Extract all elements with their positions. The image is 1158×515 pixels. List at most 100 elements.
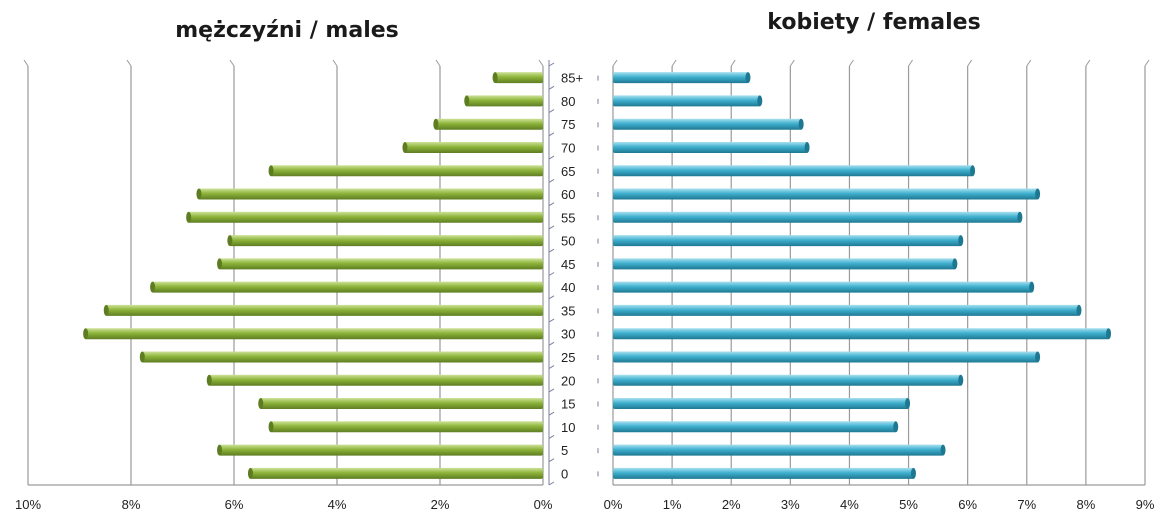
males-axis-tick	[548, 248, 555, 253]
females-x-tick-label: 0%	[604, 497, 623, 512]
females-gridline-cap	[671, 59, 677, 67]
female-bar	[613, 188, 1041, 200]
male-bar	[217, 258, 544, 270]
age-group-labels: 0 5 10 15 20 25 30 35 40 45 50 55 60 65 70 75 80 85+	[561, 71, 583, 482]
females-x-tick-label: 9%	[1136, 497, 1155, 512]
males-axis-tick	[548, 109, 555, 113]
males-axis-tick	[548, 388, 555, 393]
age-group-label: 20	[561, 373, 575, 388]
females-panel: 0% 1% 2% 3% 4% 5% 6% 7% 8% 9%	[597, 59, 1155, 512]
male-bar	[247, 467, 543, 479]
males-x-tick-label: 6%	[225, 497, 244, 512]
female-bar	[613, 165, 976, 177]
males-axis-tick	[548, 341, 555, 346]
male-bar	[186, 211, 543, 223]
males-axis-tick	[548, 132, 555, 137]
females-x-tick-label: 2%	[722, 497, 741, 512]
age-group-label: 80	[561, 94, 575, 109]
females-x-tick-label: 7%	[1017, 497, 1036, 512]
age-group-label: 5	[561, 443, 568, 458]
males-axis-tick	[548, 85, 555, 90]
male-bar	[258, 398, 543, 410]
age-group-label: 50	[561, 234, 575, 249]
males-gridline-cap	[23, 59, 29, 67]
males-x-tick-label: 0%	[534, 497, 553, 512]
females-x-tick-label: 1%	[663, 497, 682, 512]
age-group-label: 0	[561, 466, 568, 481]
males-chart-title: mężczyźni / males	[175, 18, 399, 43]
males-axis-tick	[548, 62, 555, 67]
females-x-tick-label: 4%	[840, 497, 859, 512]
males-x-tick-label: 2%	[431, 497, 450, 512]
males-axis-tick	[548, 365, 555, 370]
age-group-label: 40	[561, 280, 575, 295]
males-gridline-cap	[229, 59, 235, 67]
females-x-tick-label: 6%	[958, 497, 977, 512]
females-gridline-cap	[612, 59, 618, 67]
male-bar	[464, 95, 543, 107]
female-bar	[613, 281, 1035, 293]
age-group-label: 70	[561, 140, 575, 155]
males-x-tick-label: 8%	[122, 497, 141, 512]
males-axis-tick	[548, 225, 555, 230]
age-group-label: 55	[561, 210, 575, 225]
age-group-label: 15	[561, 397, 575, 412]
female-bar	[613, 235, 964, 247]
males-axis-tick	[548, 435, 555, 439]
age-group-label: 65	[561, 164, 575, 179]
male-bar	[492, 72, 543, 84]
females-chart-title: kobiety / females	[767, 10, 980, 35]
females-gridline-cap	[730, 59, 736, 67]
males-axis-tick	[548, 272, 555, 276]
age-group-label: 45	[561, 257, 575, 272]
male-bar	[268, 165, 543, 177]
female-bar	[613, 258, 958, 270]
female-bar	[613, 304, 1082, 316]
age-group-label: 10	[561, 420, 575, 435]
age-group-label: 35	[561, 303, 575, 318]
age-group-label: 85+	[561, 71, 583, 86]
female-bar	[613, 467, 916, 479]
female-bar	[613, 141, 810, 153]
females-x-tick-label: 3%	[781, 497, 800, 512]
males-axis-tick	[548, 295, 555, 300]
females-gridline-cap	[1026, 59, 1032, 67]
female-bar	[613, 72, 751, 84]
female-bar	[613, 421, 899, 433]
female-bar	[613, 95, 763, 107]
age-group-label: 60	[561, 187, 575, 202]
male-bar	[103, 304, 543, 316]
males-axis-tick	[548, 458, 555, 463]
females-gridline-cap	[908, 59, 913, 67]
male-bar	[227, 235, 543, 247]
females-x-tick-label: 8%	[1076, 497, 1095, 512]
females-gridline-cap	[1085, 59, 1091, 67]
female-bar	[613, 374, 964, 386]
males-gridline-cap	[435, 59, 441, 67]
males-axis-tick	[548, 155, 555, 160]
female-bar	[613, 211, 1023, 223]
male-bar	[196, 188, 543, 200]
female-bar	[613, 328, 1112, 340]
male-bar	[433, 118, 543, 130]
female-bar	[613, 444, 946, 456]
males-gridline-cap	[126, 59, 132, 67]
male-bar	[139, 351, 544, 363]
males-panel: 10% 8% 6% 4% 2% 0%	[15, 59, 555, 512]
males-gridline-cap	[332, 59, 338, 67]
males-gridline-cap	[538, 59, 544, 67]
male-bar	[268, 421, 543, 433]
age-group-label: 25	[561, 350, 575, 365]
female-bar	[613, 351, 1041, 363]
males-x-tick-label: 4%	[328, 497, 347, 512]
females-gridline-cap	[1144, 59, 1150, 67]
male-bar	[217, 444, 544, 456]
males-axis-tick	[548, 411, 555, 416]
male-bar	[150, 281, 543, 293]
age-group-label: 30	[561, 327, 575, 342]
females-x-tick-label: 5%	[899, 497, 918, 512]
female-bar	[613, 398, 911, 410]
males-axis-tick	[548, 178, 555, 183]
males-axis-tick	[548, 481, 555, 486]
